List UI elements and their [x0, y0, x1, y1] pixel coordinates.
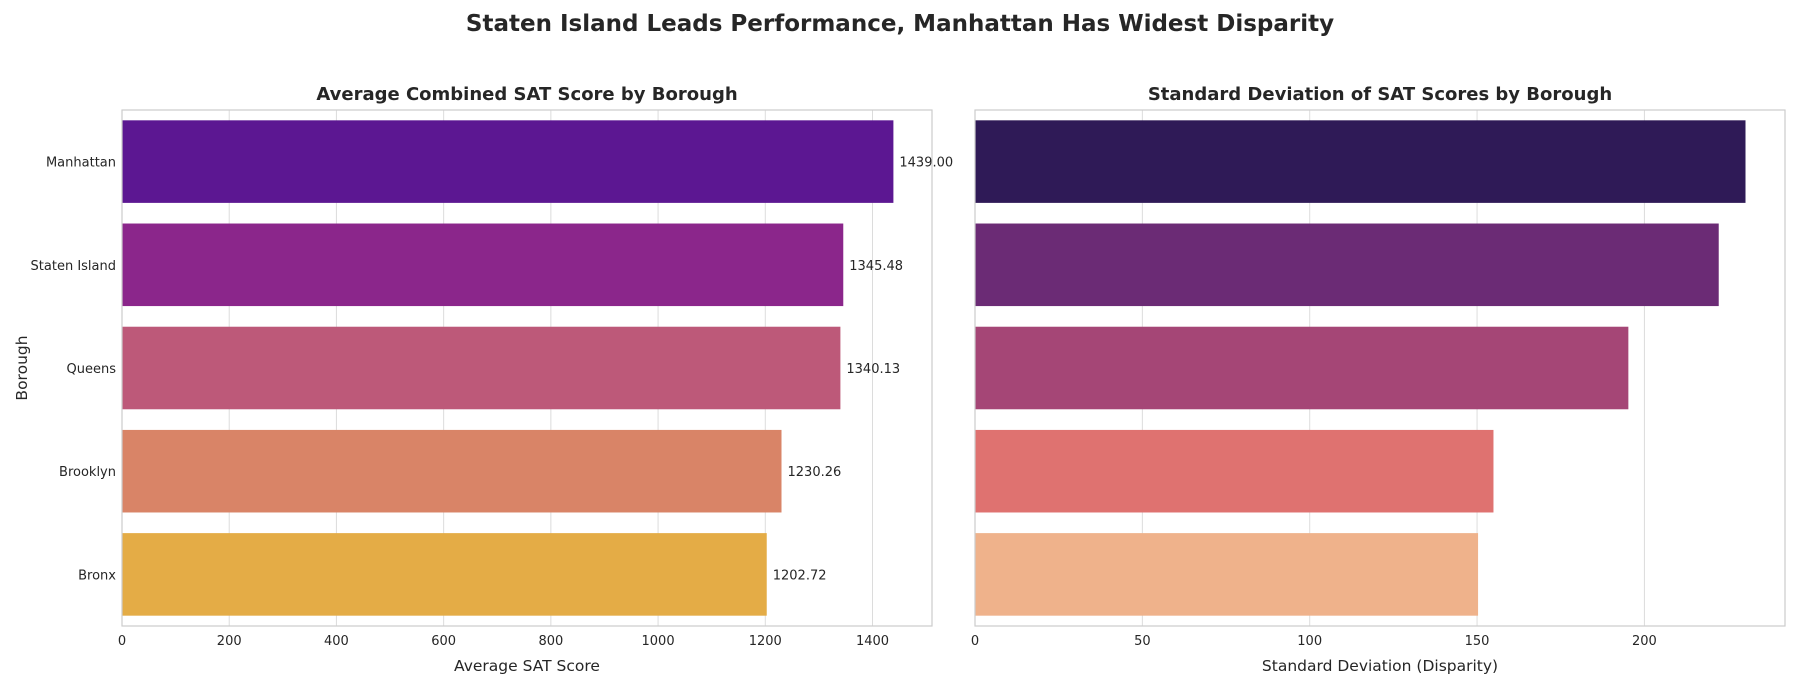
chart-panel-2: 0 50 100 150 200 Standard Deviation of SAT Sc…: [971, 84, 1786, 675]
bar-staten-island: [975, 223, 1719, 307]
x-tick-label: 200: [217, 634, 242, 649]
x-tick-label: 150: [1465, 634, 1490, 649]
x-tick-label: 0: [118, 634, 126, 649]
x-tick-label: 1400: [856, 634, 889, 649]
bar-queens: [975, 326, 1629, 410]
x-tick-label: 400: [324, 634, 349, 649]
bar-bronx: [975, 533, 1479, 616]
plot-frame: [974, 109, 1786, 627]
data-label: 1230.26: [788, 465, 842, 480]
x-tick-label: 0: [971, 634, 979, 649]
bar-staten-island: [122, 223, 844, 307]
y-tick-label: Bronx: [78, 568, 116, 583]
x-tick-label: 800: [538, 634, 563, 649]
data-label: 1345.48: [849, 259, 903, 274]
bar-bronx: [122, 533, 767, 616]
x-tick-label: 100: [1297, 634, 1322, 649]
bar-manhattan: [975, 120, 1746, 203]
chart-panel-1: 1439.00 Manhattan 1345.48 Staten Island 1340…: [13, 84, 953, 675]
y-tick-label: Staten Island: [31, 259, 116, 274]
figure-title: Staten Island Leads Performance, Manhatt…: [466, 11, 1334, 37]
y-axis-label: Borough: [13, 335, 31, 400]
x-axis-label: Standard Deviation (Disparity): [1262, 657, 1498, 675]
x-tick-label: 200: [1632, 634, 1657, 649]
data-label: 1439.00: [899, 156, 953, 171]
y-tick-label: Manhattan: [46, 156, 116, 171]
data-label: 1202.72: [773, 568, 827, 583]
bar-brooklyn: [122, 429, 782, 513]
bar-queens: [122, 326, 841, 410]
chart-title: Average Combined SAT Score by Borough: [316, 84, 737, 105]
x-tick-label: 1000: [642, 634, 675, 649]
bar-brooklyn: [975, 429, 1494, 513]
x-axis-label: Average SAT Score: [454, 657, 600, 675]
data-label: 1340.13: [846, 362, 900, 377]
x-tick-label: 50: [1134, 634, 1151, 649]
x-tick-label: 600: [431, 634, 456, 649]
x-tick-label: 1200: [749, 634, 782, 649]
chart-title: Standard Deviation of SAT Scores by Boro…: [1148, 84, 1612, 105]
bar-manhattan: [122, 120, 894, 203]
y-tick-label: Brooklyn: [59, 465, 116, 480]
y-tick-label: Queens: [67, 362, 117, 377]
plot-frame: [121, 109, 933, 627]
